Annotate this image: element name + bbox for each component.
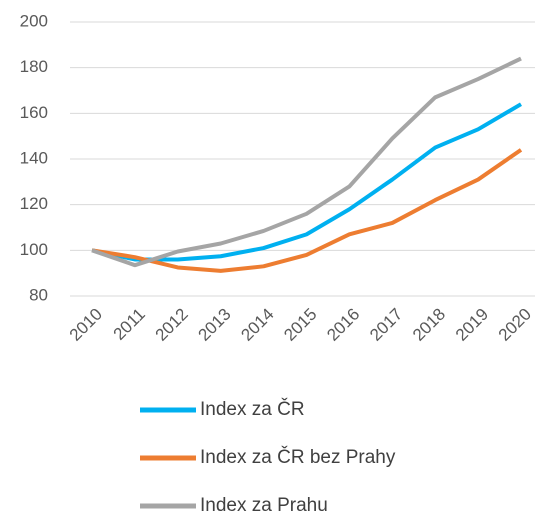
- legend-label: Index za Prahu: [200, 495, 328, 515]
- series-line: [91, 148, 523, 273]
- x-tick-label: 2013: [195, 305, 235, 345]
- y-tick-label: 160: [20, 103, 48, 122]
- x-tick-label: 2016: [323, 305, 363, 345]
- legend-label: Index za ČR: [200, 398, 305, 420]
- x-tick-label: 2014: [237, 305, 277, 345]
- x-tick-label: 2011: [110, 305, 149, 344]
- y-tick-label: 120: [20, 194, 48, 213]
- y-tick-label: 200: [20, 11, 48, 30]
- x-tick-label: 2019: [452, 305, 492, 345]
- x-tick-label: 2017: [366, 305, 406, 345]
- x-tick-label: 2015: [280, 305, 320, 345]
- y-tick-label: 100: [20, 240, 48, 259]
- y-tick-label: 140: [20, 148, 48, 167]
- x-tick-label: 2012: [152, 305, 192, 345]
- x-tick-label: 2010: [66, 305, 106, 345]
- y-tick-label: 180: [20, 57, 48, 76]
- series-line: [91, 102, 523, 262]
- x-tick-label: 2020: [495, 305, 535, 345]
- x-tick-label: 2018: [409, 305, 449, 345]
- series-line: [91, 56, 522, 268]
- y-tick-label: 80: [29, 285, 48, 304]
- legend-label: Index za ČR bez Prahy: [200, 446, 396, 468]
